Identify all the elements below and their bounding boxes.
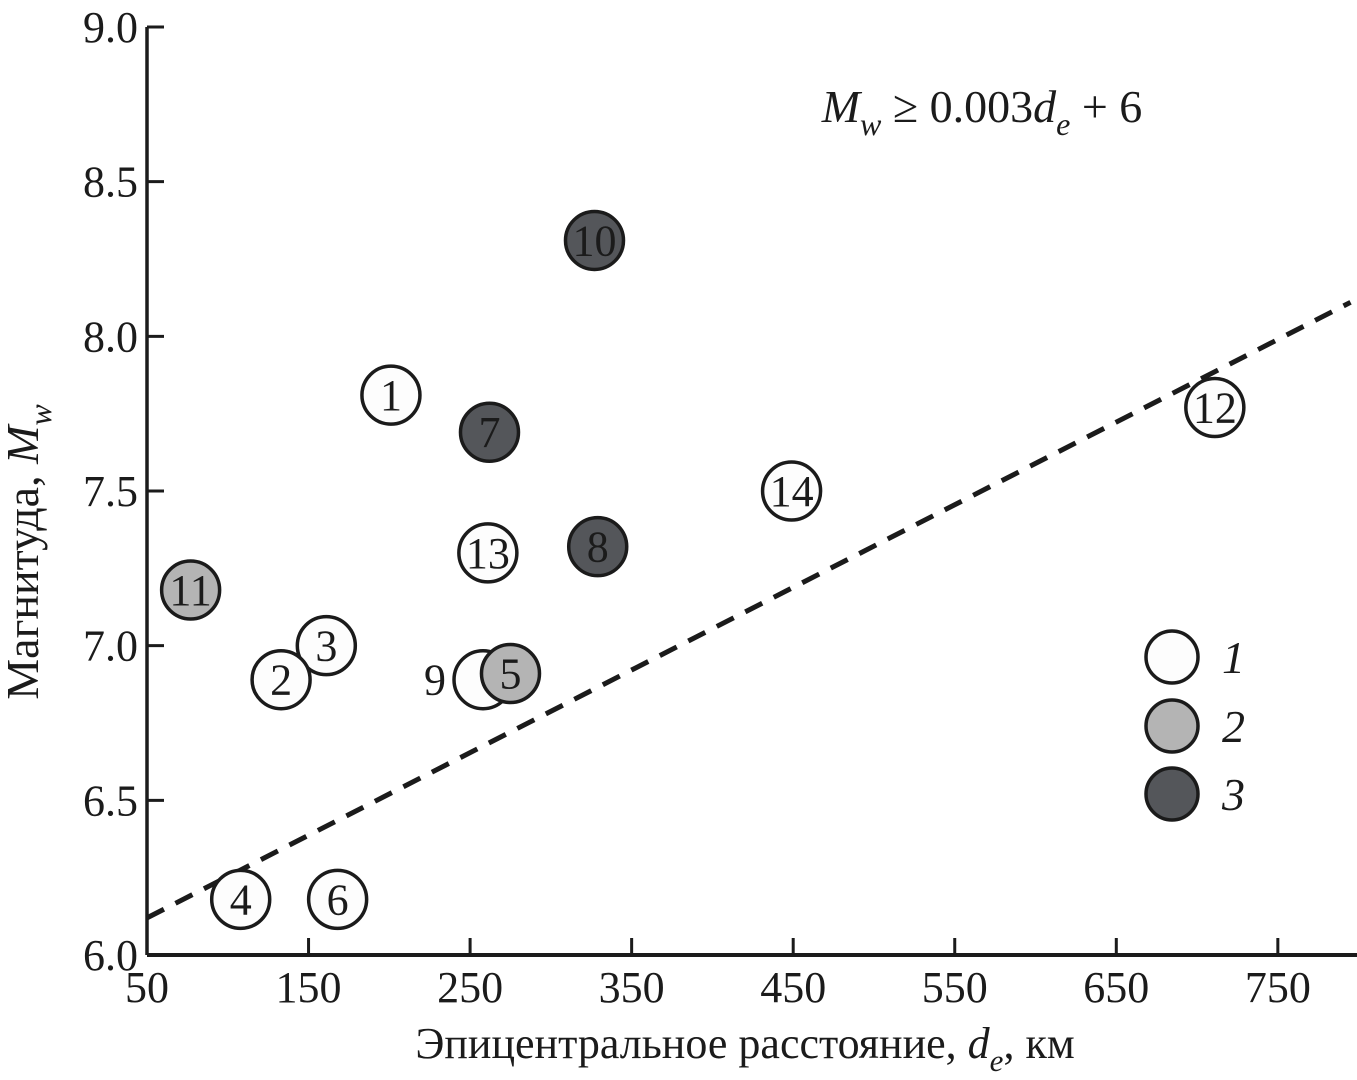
data-point-number: 5 [499,650,521,699]
data-point-4: 4 [209,868,272,931]
x-tick-label: 350 [599,963,665,1012]
y-tick-label: 9.0 [83,3,138,52]
x-tick-label: 50 [125,963,169,1012]
legend-marker [1144,629,1200,685]
legend-label: 1 [1222,632,1245,683]
label-segment: Эпицентральное расстояние, [415,1019,967,1068]
label-segment: e [990,1043,1004,1078]
legend-label: 2 [1222,701,1245,752]
y-tick-label: 8.0 [83,312,138,361]
y-tick-label: 7.5 [83,467,138,516]
data-point-number: 13 [466,529,510,578]
label-segment: d [968,1019,991,1068]
x-tick-label: 550 [922,963,988,1012]
data-point-number: 3 [315,622,337,671]
data-point-6: 6 [306,868,369,931]
data-point-circle [209,868,272,931]
label-segment: w [22,404,58,426]
data-point-10: 10 [563,209,626,272]
data-point-circle [306,868,369,931]
data-point-14: 14 [760,460,823,522]
label-segment: M [821,81,863,132]
data-point-8: 8 [566,515,629,578]
label-segment: ≥ 0.003 [881,81,1033,132]
label-segment: Магнитуда, [0,464,48,700]
threshold-dashed-line [145,300,1352,921]
data-point-12: 12 [1184,376,1246,439]
label-segment: w [860,106,882,142]
x-axis-title: Эпицентральное расстояние, de, км [415,1019,1074,1078]
data-point-circle [159,559,222,621]
y-tick-label: 7.0 [83,622,138,671]
data-point-1: 1 [360,364,422,426]
data-point-circle [457,522,519,584]
y-tick-label: 6.5 [83,776,138,825]
data-point-number: 2 [270,656,292,705]
equation-annotation: Mw ≥ 0.003de + 6 [821,81,1143,142]
data-point-11: 11 [159,559,222,621]
data-point-number: 1 [380,371,402,420]
data-point-2: 2 [250,648,312,711]
data-point-circle [295,614,358,677]
data-point-circle [566,515,629,578]
data-point-3: 3 [295,614,358,677]
data-point-number: 7 [478,408,500,457]
data-point-circle [458,401,521,463]
label-segment: e [1056,106,1070,142]
data-point-circle [360,364,422,426]
data-point-number: 4 [230,875,252,924]
y-tick-label: 6.0 [83,931,138,980]
data-point-7: 7 [458,401,521,463]
label-segment: , км [1003,1019,1074,1068]
legend-label: 3 [1221,769,1245,820]
legend-item-1: 1 [1144,629,1245,685]
y-tick-label: 8.5 [83,158,138,207]
data-point-circle [563,209,626,272]
data-point-number: 14 [770,467,814,516]
data-point-circle [760,460,823,522]
data-point-circle [250,648,312,711]
x-tick-label: 250 [437,963,503,1012]
data-point-number: 10 [572,216,616,265]
legend-marker [1144,698,1200,754]
data-point-number: 8 [587,523,609,572]
y-axis-title: Магнитуда, Mw [0,404,58,700]
data-point-13: 13 [457,522,519,584]
data-point-number: 12 [1193,383,1237,432]
x-tick-label: 450 [760,963,826,1012]
x-tick-label: 150 [276,963,342,1012]
label-segment: d [1033,81,1057,132]
legend-item-3: 3 [1144,766,1245,822]
label-segment: + 6 [1070,81,1142,132]
data-point-number: 9 [424,656,446,705]
data-point-5: 5 [479,642,542,705]
legend-marker [1144,766,1200,822]
x-tick-label: 650 [1083,963,1149,1012]
legend-item-2: 2 [1144,698,1245,754]
data-point-circle [1184,376,1246,439]
label-segment: M [0,423,48,465]
data-point-number: 6 [327,875,349,924]
data-point-circle [479,642,542,705]
data-point-number: 11 [169,566,211,615]
x-tick-label: 750 [1245,963,1311,1012]
